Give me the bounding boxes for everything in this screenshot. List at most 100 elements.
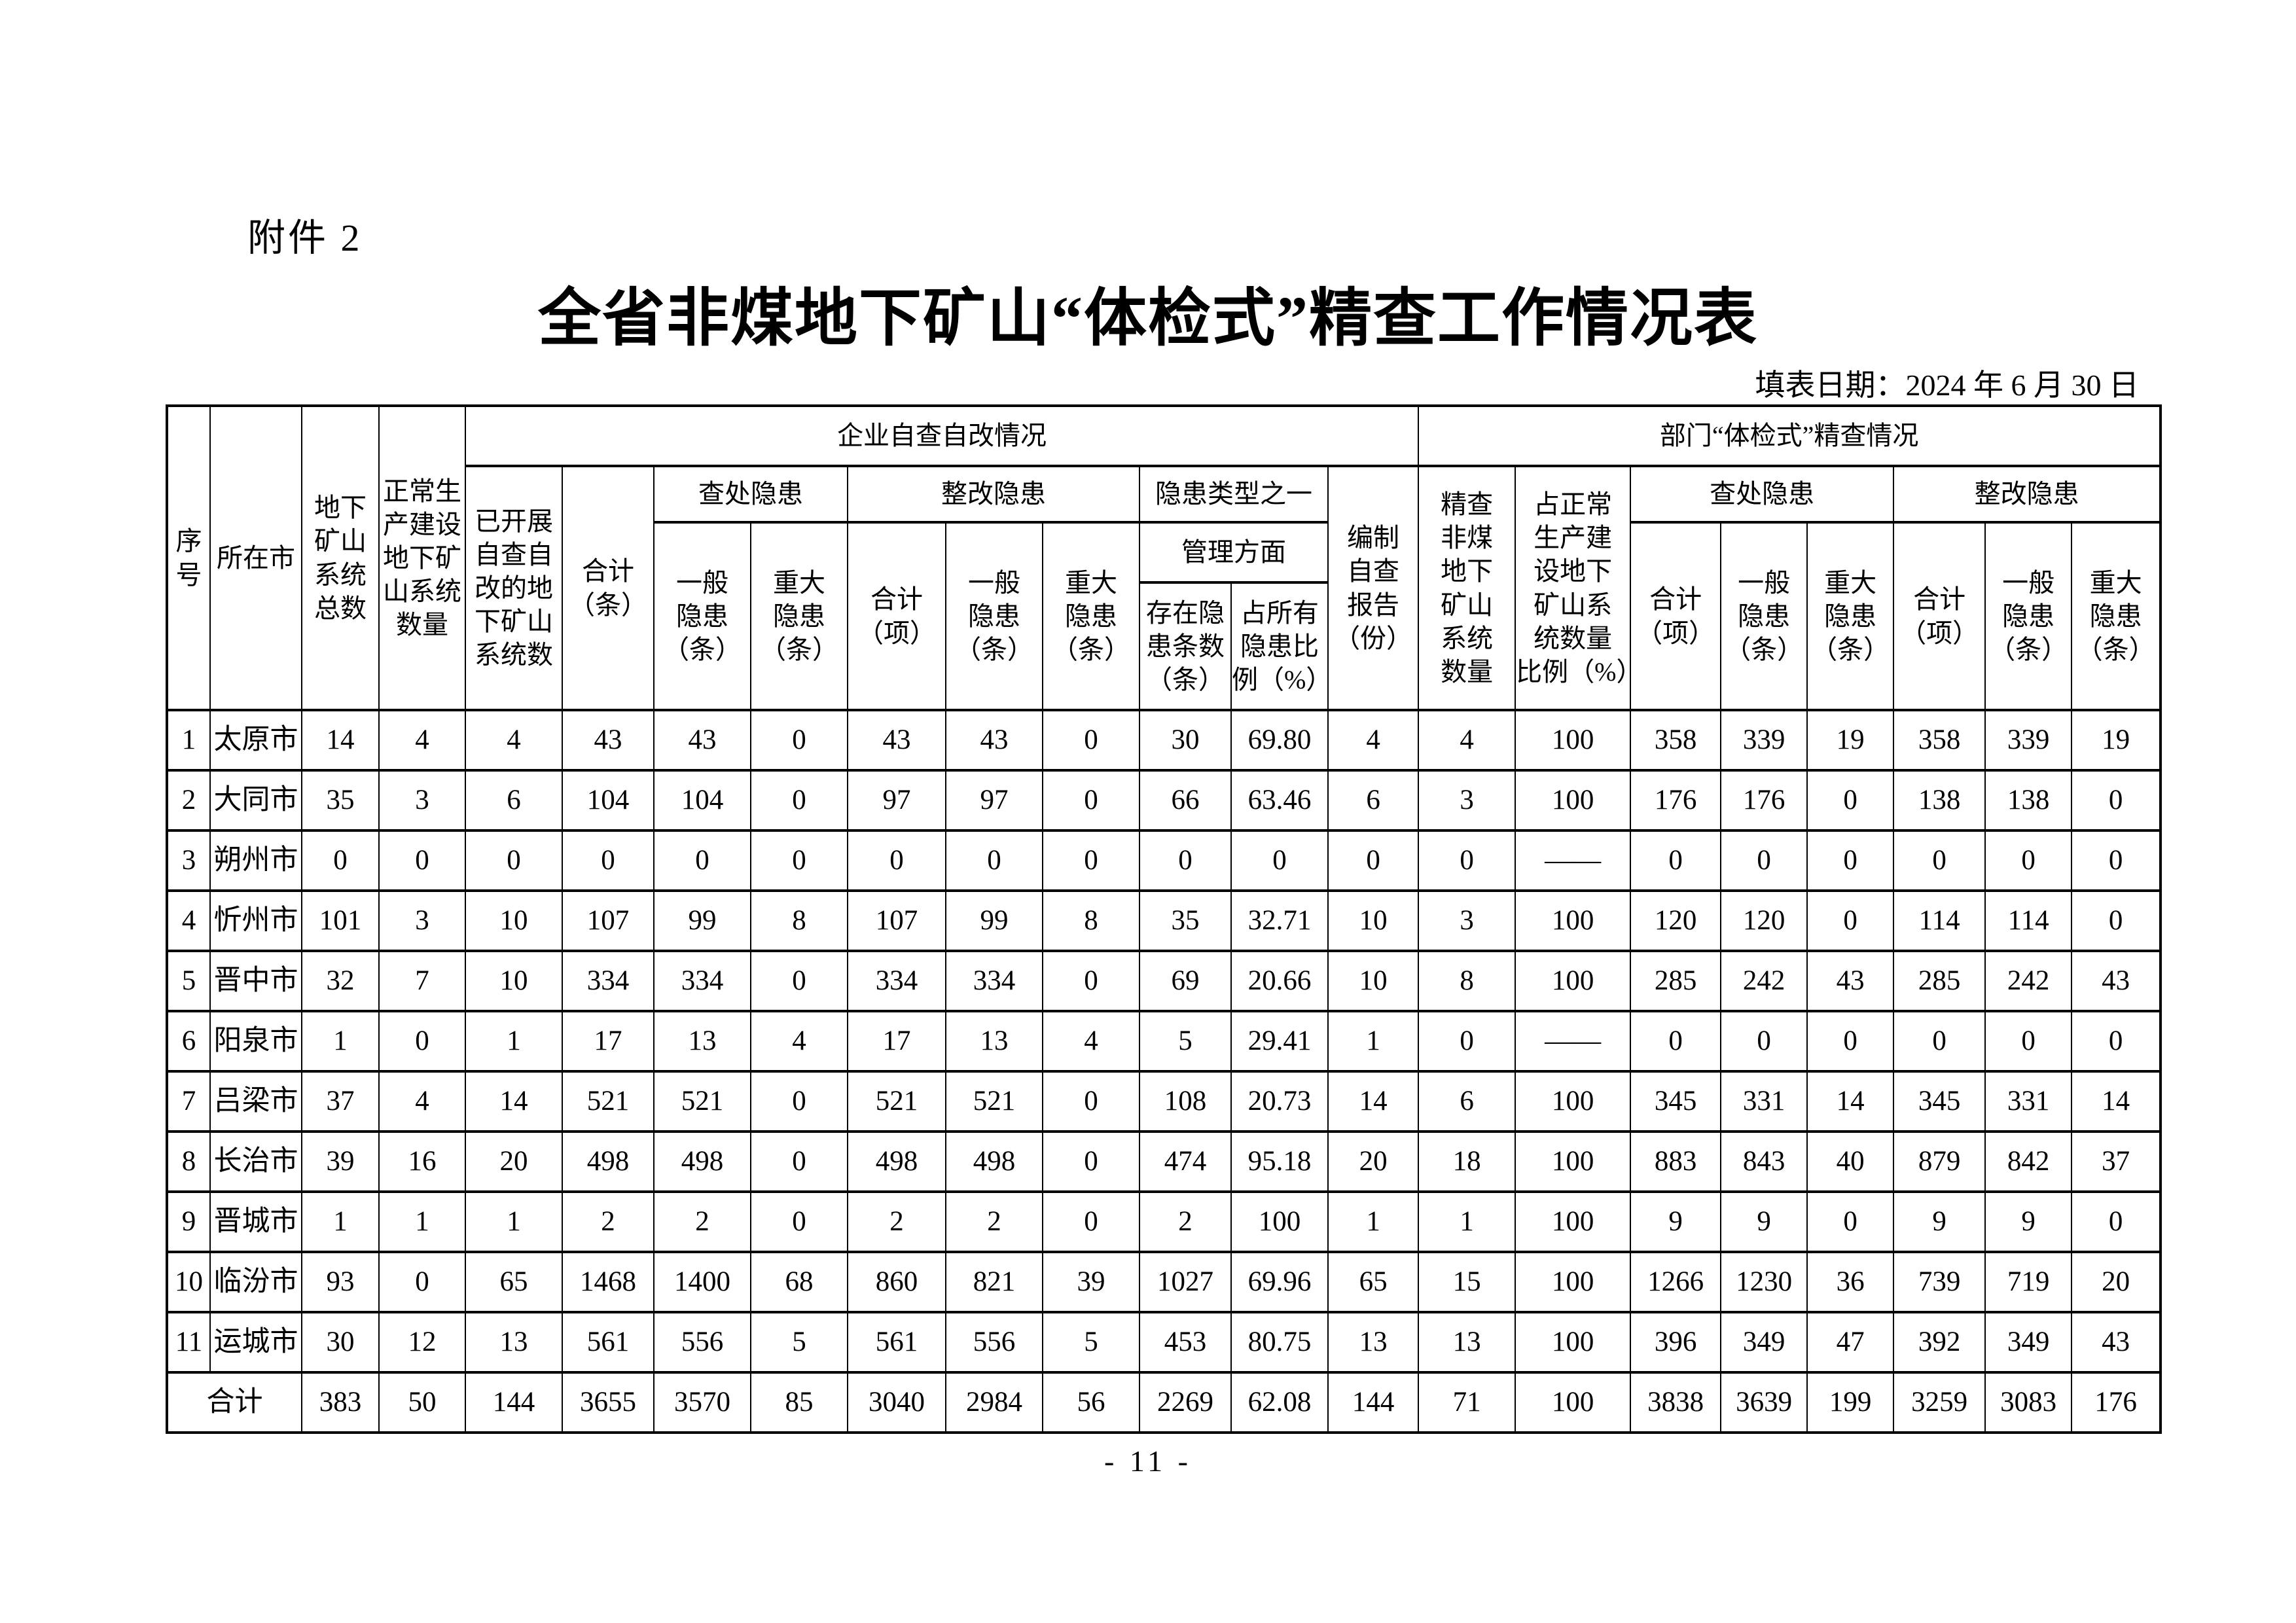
seq-cell: 9 bbox=[166, 1190, 211, 1253]
group-header-hazard-type: 隐患类型之一 bbox=[1139, 465, 1329, 524]
value-cell: 37 bbox=[2071, 1130, 2162, 1193]
value-cell: 821 bbox=[945, 1251, 1043, 1313]
value-cell: 0 bbox=[1720, 829, 1808, 892]
value-cell: 99 bbox=[945, 889, 1043, 952]
value-cell: 9 bbox=[1984, 1190, 2073, 1253]
value-cell: 100 bbox=[1515, 709, 1632, 772]
col-header-total-xiang-2: 合计 （项） bbox=[1630, 521, 1722, 711]
value-cell: 3 bbox=[378, 769, 466, 832]
col-header-report: 编制 自查 报告 （份） bbox=[1327, 465, 1420, 711]
total-value-cell: 176 bbox=[2071, 1371, 2162, 1434]
value-cell: 43 bbox=[653, 709, 751, 772]
table-row: 3 朔州市 0 0 0 0 0 0 0 0 0 0 0 0 0 —— 0 0 0 0 0 0 bbox=[166, 829, 2162, 892]
value-cell: 719 bbox=[1984, 1251, 2073, 1313]
col-header-hazard-ratio: 占所有 隐患比 例（%） bbox=[1230, 581, 1329, 711]
seq-cell: 3 bbox=[166, 829, 211, 892]
value-cell: 498 bbox=[847, 1130, 946, 1193]
seq-cell: 2 bbox=[166, 769, 211, 832]
value-cell: 0 bbox=[465, 829, 563, 892]
value-cell: 100 bbox=[1515, 889, 1632, 952]
value-cell: 14 bbox=[1327, 1070, 1420, 1133]
value-cell: 13 bbox=[1327, 1311, 1420, 1374]
value-cell: 0 bbox=[1806, 829, 1895, 892]
value-cell: 498 bbox=[945, 1130, 1043, 1193]
total-value-cell: 100 bbox=[1515, 1371, 1632, 1434]
col-header-hazard-count: 存在隐 患条数 （条） bbox=[1139, 581, 1232, 711]
col-header-total-systems: 地下 矿山 系统 总数 bbox=[301, 404, 380, 711]
value-cell: 39 bbox=[1042, 1251, 1140, 1313]
group-header-rectify-right: 整改隐患 bbox=[1893, 465, 2162, 524]
value-cell: 97 bbox=[847, 769, 946, 832]
value-cell: 66 bbox=[1139, 769, 1232, 832]
total-value-cell: 3838 bbox=[1630, 1371, 1722, 1434]
value-cell: 0 bbox=[1720, 1010, 1808, 1073]
value-cell: 0 bbox=[1042, 950, 1140, 1012]
col-header-major-1: 重大 隐患 （条） bbox=[750, 521, 848, 711]
value-cell: 860 bbox=[847, 1251, 946, 1313]
city-cell: 朔州市 bbox=[209, 829, 302, 892]
value-cell: 100 bbox=[1515, 1070, 1632, 1133]
value-cell: 0 bbox=[1984, 1010, 2073, 1073]
value-cell: 18 bbox=[1418, 1130, 1516, 1193]
seq-cell: 1 bbox=[166, 709, 211, 772]
value-cell: 0 bbox=[2071, 829, 2162, 892]
value-cell: 15 bbox=[1418, 1251, 1516, 1313]
value-cell: 521 bbox=[847, 1070, 946, 1133]
value-cell: 14 bbox=[301, 709, 380, 772]
value-cell: 474 bbox=[1139, 1130, 1232, 1193]
value-cell: 4 bbox=[1042, 1010, 1140, 1073]
value-cell: 10 bbox=[465, 889, 563, 952]
value-cell: 396 bbox=[1630, 1311, 1722, 1374]
city-cell: 阳泉市 bbox=[209, 1010, 302, 1073]
value-cell: 68 bbox=[750, 1251, 848, 1313]
value-cell: 20 bbox=[1327, 1130, 1420, 1193]
value-cell: 30 bbox=[1139, 709, 1232, 772]
value-cell: 739 bbox=[1893, 1251, 1986, 1313]
table-row: 8 长治市 39 16 20 498 498 0 498 498 0 474 95.18 20 18 100 8… bbox=[166, 1130, 2162, 1193]
value-cell: 100 bbox=[1515, 1251, 1632, 1313]
value-cell: 1400 bbox=[653, 1251, 751, 1313]
value-cell: 334 bbox=[847, 950, 946, 1012]
value-cell: 349 bbox=[1984, 1311, 2073, 1374]
value-cell: —— bbox=[1515, 829, 1632, 892]
value-cell: 242 bbox=[1984, 950, 2073, 1012]
table-row: 6 阳泉市 1 0 1 17 13 4 17 13 4 5 29.41 1 0 —— 0 0 0 0 0 0 bbox=[166, 1010, 2162, 1073]
value-cell: 521 bbox=[562, 1070, 655, 1133]
value-cell: 0 bbox=[1418, 1010, 1516, 1073]
total-value-cell: 3639 bbox=[1720, 1371, 1808, 1434]
value-cell: 0 bbox=[1893, 829, 1986, 892]
value-cell: 331 bbox=[1984, 1070, 2073, 1133]
total-value-cell: 2269 bbox=[1139, 1371, 1232, 1434]
value-cell: 842 bbox=[1984, 1130, 2073, 1193]
value-cell: 0 bbox=[653, 829, 751, 892]
value-cell: 37 bbox=[301, 1070, 380, 1133]
value-cell: 6 bbox=[1327, 769, 1420, 832]
value-cell: 339 bbox=[1984, 709, 2073, 772]
value-cell: 0 bbox=[1630, 1010, 1722, 1073]
value-cell: 5 bbox=[750, 1311, 848, 1374]
value-cell: 100 bbox=[1515, 769, 1632, 832]
value-cell: 0 bbox=[1230, 829, 1329, 892]
value-cell: 120 bbox=[1720, 889, 1808, 952]
col-header-total-xiang-3: 合计 （项） bbox=[1893, 521, 1986, 711]
value-cell: 2 bbox=[562, 1190, 655, 1253]
seq-cell: 10 bbox=[166, 1251, 211, 1313]
value-cell: 1 bbox=[1327, 1190, 1420, 1253]
value-cell: 883 bbox=[1630, 1130, 1722, 1193]
value-cell: 2 bbox=[1139, 1190, 1232, 1253]
value-cell: 14 bbox=[2071, 1070, 2162, 1133]
value-cell: 13 bbox=[653, 1010, 751, 1073]
total-value-cell: 50 bbox=[378, 1371, 466, 1434]
value-cell: 3 bbox=[1418, 889, 1516, 952]
col-header-seq: 序号 bbox=[166, 404, 211, 711]
value-cell: 4 bbox=[1418, 709, 1516, 772]
value-cell: 2 bbox=[945, 1190, 1043, 1253]
value-cell: 138 bbox=[1893, 769, 1986, 832]
col-header-total-xiang-1: 合计 （项） bbox=[847, 521, 946, 711]
col-header-major-2: 重大 隐患 （条） bbox=[1042, 521, 1140, 711]
value-cell: 108 bbox=[1139, 1070, 1232, 1133]
value-cell: 176 bbox=[1720, 769, 1808, 832]
value-cell: 1 bbox=[1327, 1010, 1420, 1073]
city-cell: 晋中市 bbox=[209, 950, 302, 1012]
value-cell: 0 bbox=[1327, 829, 1420, 892]
